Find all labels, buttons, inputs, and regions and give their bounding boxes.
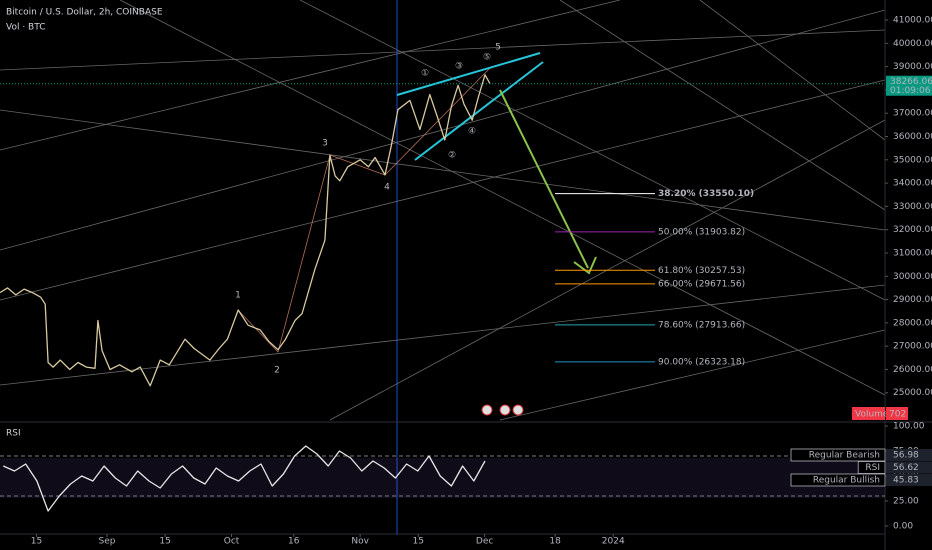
fan-line bbox=[0, 109, 886, 231]
rsi-value: 45.83 bbox=[893, 476, 919, 486]
fan-line bbox=[0, 9, 886, 251]
y-tick-label: 25.00 bbox=[893, 497, 919, 507]
sub-wave-label: ① bbox=[421, 69, 429, 79]
y-tick-label: 34000.00 bbox=[893, 179, 932, 189]
series-line bbox=[3, 445, 486, 512]
fib-label: 90.00% (26323.18) bbox=[658, 357, 745, 367]
x-tick-label: Sep bbox=[99, 537, 116, 547]
y-tick-label: 25000.00 bbox=[893, 388, 932, 398]
y-tick-label: 32000.00 bbox=[893, 225, 932, 235]
projection-arrow bbox=[499, 89, 589, 269]
fan-line bbox=[0, 29, 886, 71]
y-tick-label: 27000.00 bbox=[893, 342, 932, 352]
flag bbox=[499, 404, 511, 416]
sub-wave-label: ③ bbox=[455, 62, 463, 72]
fan-line bbox=[0, 79, 886, 301]
fan-line bbox=[559, 0, 886, 211]
wave-label: 4 bbox=[384, 183, 390, 193]
x-tick-label: Nov bbox=[351, 537, 369, 547]
volume-box bbox=[852, 407, 885, 420]
x-tick-label: 18 bbox=[549, 537, 561, 547]
y-tick-label: 40000.00 bbox=[893, 39, 932, 49]
fan-line bbox=[119, 0, 886, 396]
rsi-value-box bbox=[886, 449, 932, 461]
y-tick-label: 100.00 bbox=[893, 422, 925, 432]
x-tick-label: 15 bbox=[31, 537, 42, 547]
flag bbox=[481, 404, 493, 416]
chart-title: Bitcoin / U.S. Dollar, 2h, COINBASE bbox=[6, 8, 163, 18]
y-tick-label: 26000.00 bbox=[893, 365, 932, 375]
x-tick-label: 15 bbox=[413, 537, 424, 547]
y-tick-label: 41000.00 bbox=[893, 16, 932, 26]
x-tick-label: 16 bbox=[288, 537, 300, 547]
rsi-label: RSI bbox=[865, 463, 880, 473]
wedge-bottom bbox=[414, 61, 544, 161]
y-tick-label: 36000.00 bbox=[893, 132, 932, 142]
sub-wave-label: ④ bbox=[468, 127, 476, 137]
volume-value: 702 bbox=[889, 410, 906, 420]
x-tick-label: Dec bbox=[476, 537, 493, 547]
fib-label: 38.20% (33550.10) bbox=[658, 189, 754, 199]
last-price-box bbox=[886, 75, 932, 96]
volume-value-box bbox=[886, 407, 908, 420]
last-price-label: 38266.06 bbox=[890, 77, 932, 87]
rsi-label: Regular Bullish bbox=[813, 476, 880, 486]
volume-label: Volume bbox=[855, 410, 889, 420]
rsi-label: Regular Bearish bbox=[809, 451, 880, 461]
rsi-label-box bbox=[790, 473, 886, 487]
indicator-name: Vol · BTC bbox=[6, 23, 45, 33]
rsi-title: RSI bbox=[6, 429, 21, 439]
wave-label: 1 bbox=[235, 291, 241, 301]
y-tick-label: 35000.00 bbox=[893, 155, 932, 165]
fan-line bbox=[499, 329, 886, 421]
x-tick-label: 2024 bbox=[602, 537, 625, 547]
wave-label: 5 bbox=[495, 43, 501, 53]
x-tick-label: Oct bbox=[224, 537, 240, 547]
wave-label: 2 bbox=[274, 366, 280, 376]
rsi-label-box bbox=[790, 448, 886, 462]
y-tick-label: 33000.00 bbox=[893, 202, 932, 212]
y-tick-label: 37000.00 bbox=[893, 109, 932, 119]
fan-line bbox=[699, 0, 886, 141]
y-tick-label: 0.00 bbox=[893, 522, 913, 532]
y-tick-label: 39000.00 bbox=[893, 62, 932, 72]
y-tick-label: 28000.00 bbox=[893, 318, 932, 328]
series-line bbox=[0, 74, 491, 387]
rsi-value-box bbox=[886, 461, 932, 474]
rsi-label-box bbox=[857, 461, 886, 474]
arrow-head bbox=[573, 256, 597, 275]
y-tick-label: 29000.00 bbox=[893, 295, 932, 305]
y-tick-label: 31000.00 bbox=[893, 248, 932, 258]
countdown: 01:09:06 bbox=[890, 86, 931, 96]
sub-wave-label: ② bbox=[448, 151, 456, 161]
rsi-value-box bbox=[886, 474, 932, 486]
flag bbox=[512, 404, 524, 416]
sub-wave-label: ⑤ bbox=[483, 53, 491, 63]
fib-label: 66.00% (29671.56) bbox=[658, 279, 745, 289]
y-tick-label: 30000.00 bbox=[893, 272, 932, 282]
fib-label: 78.60% (27913.66) bbox=[658, 320, 745, 330]
fib-label: 61.80% (30257.53) bbox=[658, 266, 745, 276]
rsi-value: 56.62 bbox=[893, 463, 919, 473]
rsi-value: 56.98 bbox=[893, 451, 919, 461]
fan-line bbox=[0, 0, 621, 151]
wave-label: 3 bbox=[322, 139, 328, 149]
fan-line bbox=[0, 284, 886, 386]
fib-label: 50.00% (31903.82) bbox=[658, 227, 745, 237]
wedge-top bbox=[396, 52, 541, 96]
event-flags bbox=[481, 404, 524, 416]
x-tick-label: 15 bbox=[159, 537, 170, 547]
